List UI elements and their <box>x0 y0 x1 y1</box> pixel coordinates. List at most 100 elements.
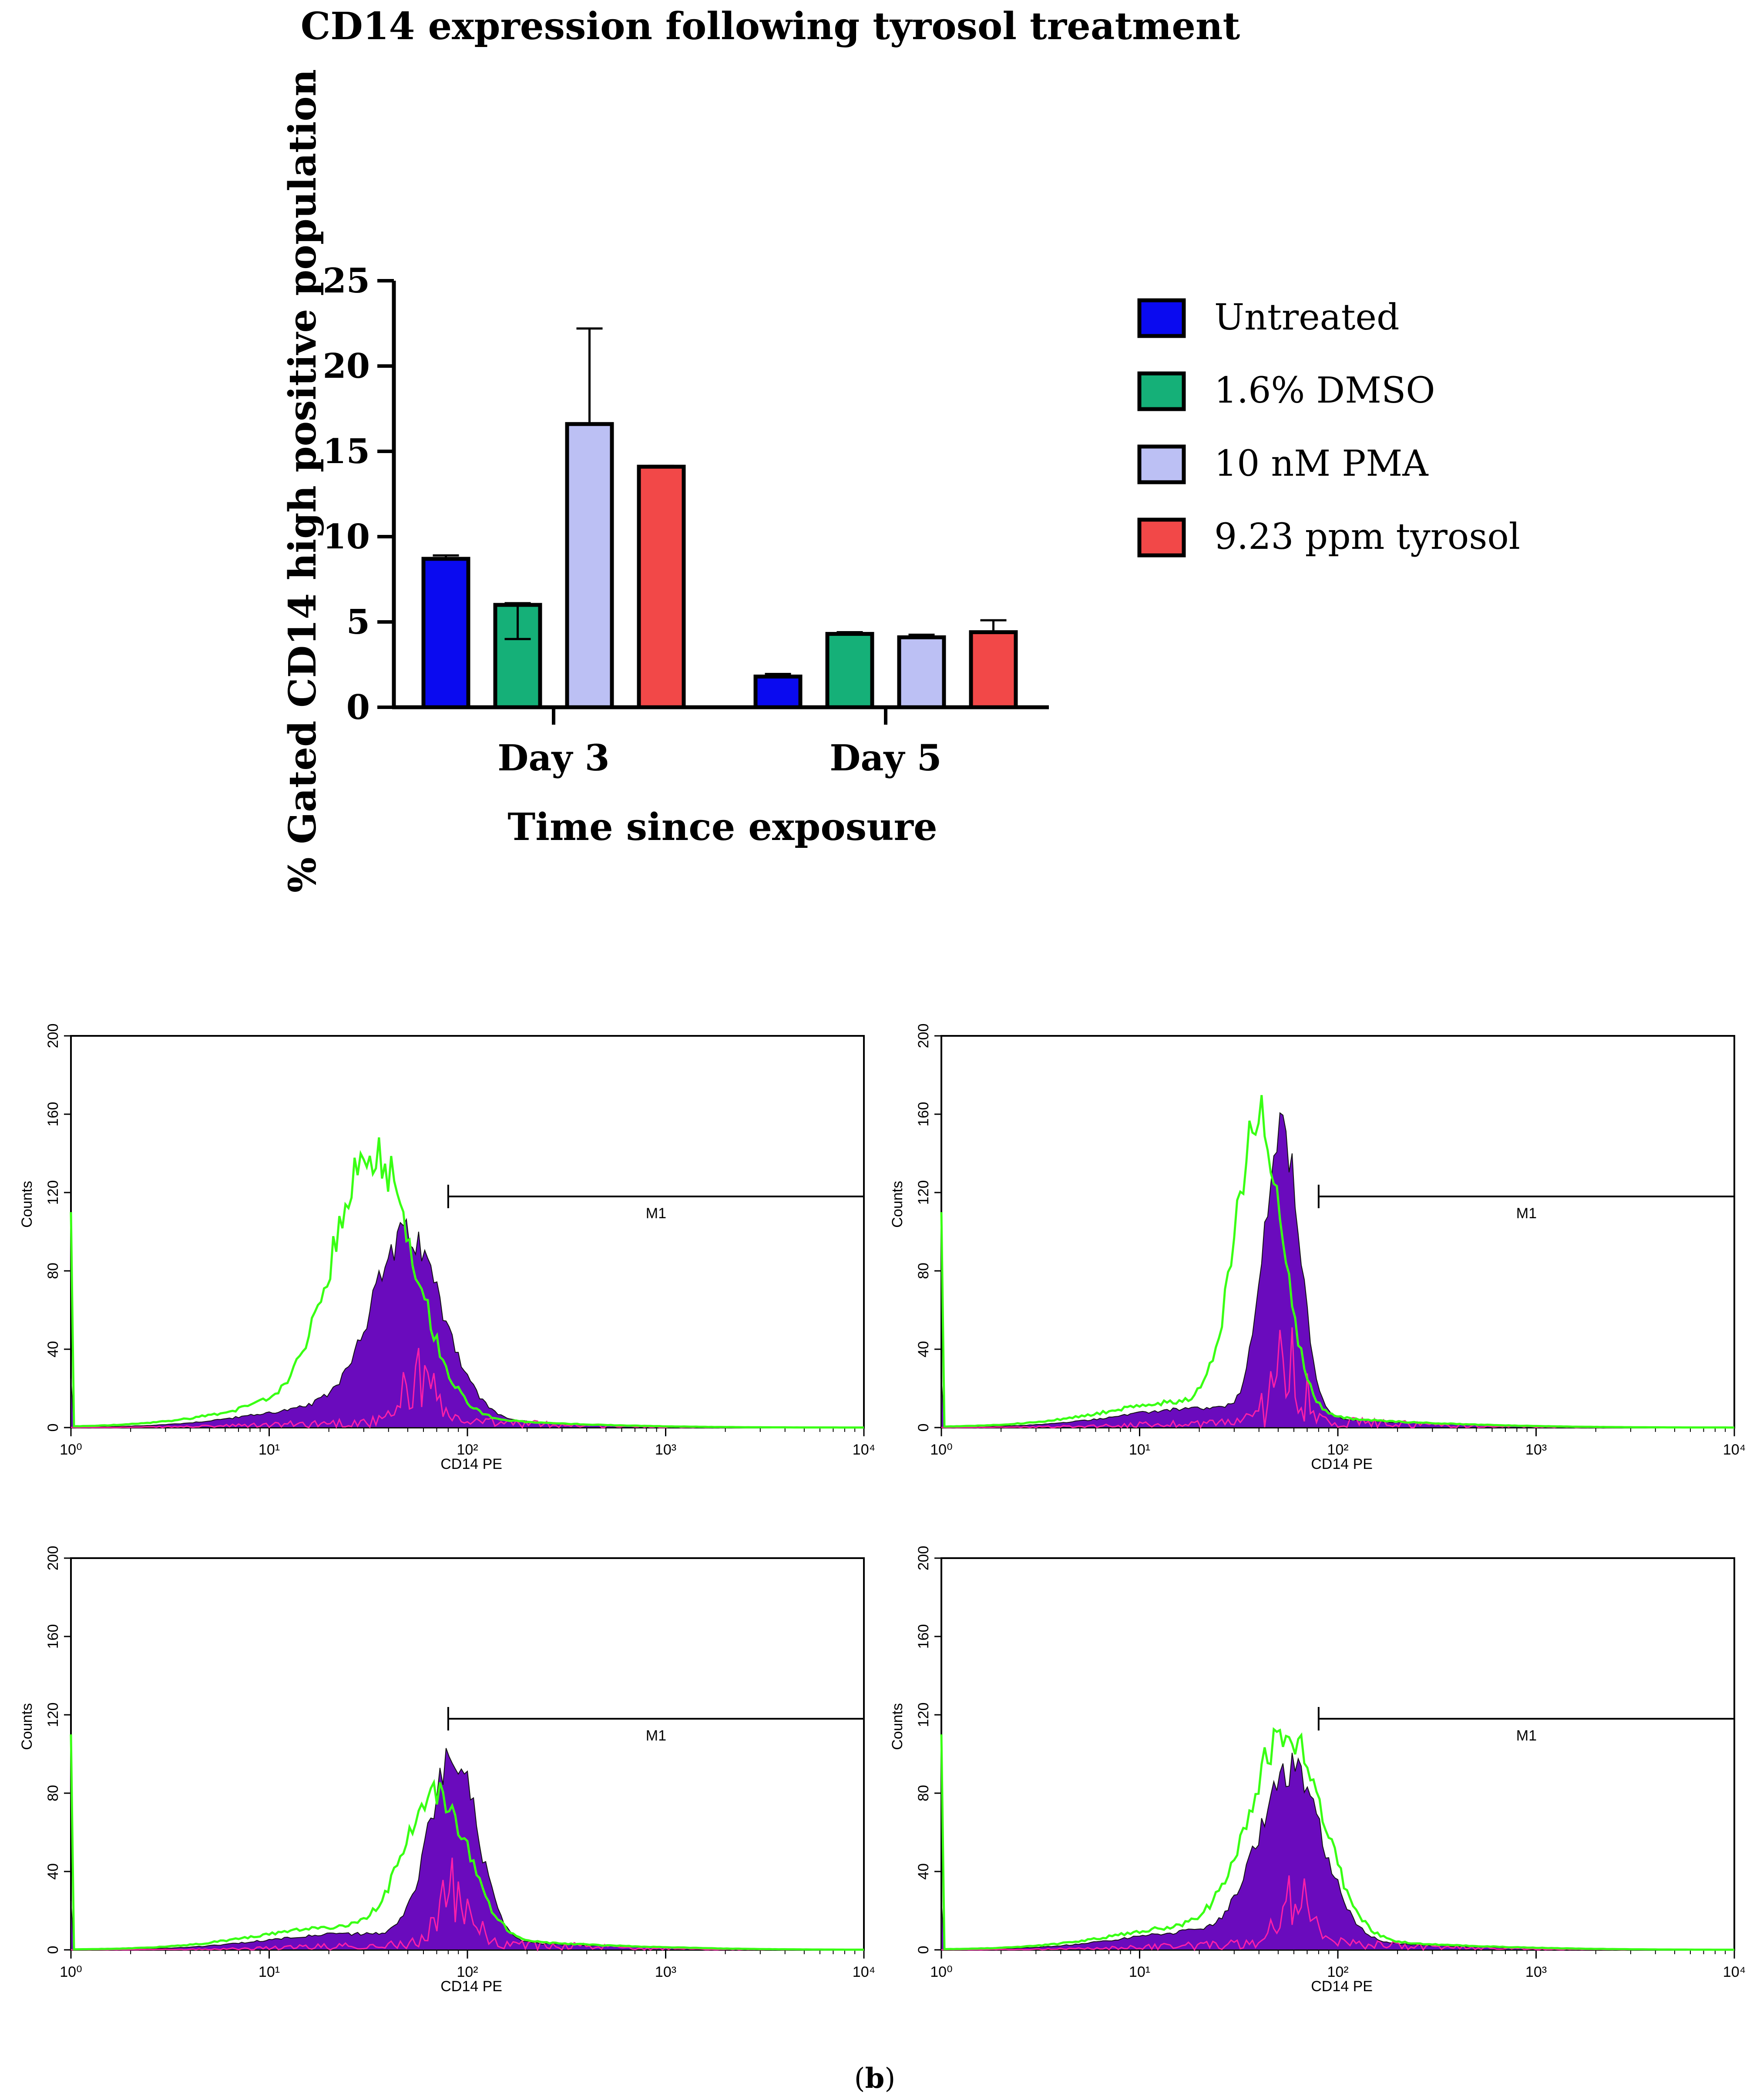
x-tick-label: 10⁴ <box>1723 1441 1746 1458</box>
gate-label: M1 <box>1516 1727 1537 1744</box>
x-axis-title: Time since exposure <box>507 805 937 849</box>
y-tick-label: 40 <box>45 1863 61 1880</box>
legend-label: 9.23 ppm tyrosol <box>1214 516 1520 558</box>
legend-swatch <box>1137 298 1186 338</box>
y-tick-label: 80 <box>45 1263 61 1279</box>
y-tick-label: 80 <box>45 1785 61 1801</box>
legend-label: 1.6% DMSO <box>1214 370 1435 411</box>
x-tick-label: Day 5 <box>830 737 942 779</box>
bar <box>753 674 803 709</box>
y-tick-label: 0 <box>45 1946 61 1954</box>
y-tick-label: 160 <box>915 1102 932 1127</box>
panel-label-area: (b) <box>854 2062 896 2095</box>
gate-label: M1 <box>646 1727 666 1744</box>
x-tick-label: 10³ <box>1525 1964 1547 1980</box>
y-axis-title: Counts <box>889 1703 906 1750</box>
magenta-overlay-histogram <box>941 1327 1734 1429</box>
y-axis-title: Counts <box>19 1181 35 1228</box>
bar-chart: CD14 expression following tyrosol treatm… <box>281 4 1520 892</box>
y-tick-label: 80 <box>915 1785 932 1801</box>
y-tick-label: 120 <box>45 1180 61 1205</box>
x-tick-label: 10⁴ <box>853 1964 875 1980</box>
legend-swatch <box>1137 371 1186 411</box>
y-tick-label: 200 <box>915 1546 932 1571</box>
x-axis-title: CD14 PE <box>440 1456 502 1472</box>
y-tick-label: 120 <box>45 1703 61 1727</box>
histogram-panel: 0 40 80 120 160 200 Counts 10⁰ 10¹ 10² 10³ 10⁴ CD14 … <box>19 1546 875 1995</box>
histogram-panel: 0 40 80 120 160 200 Counts 10⁰ 10¹ 10² 10³ 10⁴ CD14 … <box>19 1024 875 1472</box>
x-tick-label: 10³ <box>655 1441 676 1458</box>
x-tick-label: 10² <box>1327 1441 1348 1458</box>
y-tick-label: 5 <box>346 602 370 642</box>
x-tick-label: 10³ <box>1525 1441 1547 1458</box>
y-tick-label: 200 <box>45 1546 61 1571</box>
legend-label: Untreated <box>1214 297 1399 338</box>
legend-label: 10 nM PMA <box>1214 443 1429 484</box>
x-tick-label: 10² <box>457 1441 478 1458</box>
y-tick-label: 0 <box>45 1424 61 1432</box>
y-tick-label: 10 <box>322 517 370 557</box>
x-axis-title: CD14 PE <box>1311 1456 1373 1472</box>
legend-swatch <box>1137 444 1186 484</box>
bar <box>969 630 1018 709</box>
panel-label: (b) <box>854 2062 896 2095</box>
y-tick-label: 160 <box>45 1102 61 1127</box>
green-control-histogram <box>940 1727 1734 1951</box>
green-control-histogram <box>940 1095 1734 1429</box>
filled-histogram <box>71 1218 864 1428</box>
bar <box>897 635 946 709</box>
bar <box>825 632 874 709</box>
y-tick-label: 0 <box>915 1424 932 1432</box>
histogram-panel: 0 40 80 120 160 200 Counts 10⁰ 10¹ 10² 10³ 10⁴ CD14 … <box>889 1024 1746 1472</box>
y-tick-label: 200 <box>915 1024 932 1048</box>
x-tick-label: 10² <box>1327 1964 1348 1980</box>
bar <box>637 464 686 709</box>
x-tick-label: Day 3 <box>497 737 610 779</box>
y-axis-title: % Gated CD14 high positive population <box>281 69 325 892</box>
y-tick-label: 20 <box>322 346 370 386</box>
x-tick-label: 10⁴ <box>1723 1964 1746 1980</box>
y-tick-label: 160 <box>45 1624 61 1649</box>
x-tick-label: 10¹ <box>259 1964 280 1980</box>
y-tick-label: 200 <box>45 1024 61 1048</box>
x-tick-label: 10⁰ <box>930 1964 952 1980</box>
green-control-histogram <box>70 1137 864 1429</box>
filled-histogram <box>941 1112 1735 1428</box>
histogram-panel: 0 40 80 120 160 200 Counts 10⁰ 10¹ 10² 10³ 10⁴ CD14 … <box>889 1546 1746 1995</box>
x-tick-label: 10⁰ <box>930 1441 952 1458</box>
y-tick-label: 40 <box>915 1863 932 1880</box>
legend-swatch <box>1137 517 1186 558</box>
y-axis-title: Counts <box>889 1181 906 1228</box>
bar <box>421 557 470 709</box>
histogram-grid: 0 40 80 120 160 200 Counts 10⁰ 10¹ 10² 10³ 10⁴ CD14 … <box>19 1024 1746 1995</box>
x-tick-label: 10² <box>457 1964 478 1980</box>
x-tick-label: 10¹ <box>1129 1441 1150 1458</box>
x-axis-title: CD14 PE <box>1311 1978 1373 1995</box>
bar <box>565 422 614 709</box>
x-tick-label: 10⁴ <box>853 1441 875 1458</box>
chart-title: CD14 expression following tyrosol treatm… <box>301 4 1240 48</box>
y-tick-label: 0 <box>915 1946 932 1954</box>
x-tick-label: 10³ <box>655 1964 676 1980</box>
filled-histogram <box>71 1748 864 1950</box>
x-tick-label: 10¹ <box>259 1441 280 1458</box>
y-tick-label: 120 <box>915 1703 932 1727</box>
green-control-histogram <box>70 1734 864 1951</box>
filled-histogram <box>941 1753 1735 1950</box>
y-tick-label: 25 <box>322 261 370 301</box>
gate-label: M1 <box>646 1205 666 1222</box>
y-tick-label: 0 <box>346 688 370 727</box>
y-tick-label: 160 <box>915 1624 932 1649</box>
y-axis-title: Counts <box>19 1703 35 1750</box>
y-tick-label: 15 <box>322 432 370 471</box>
y-tick-label: 80 <box>915 1263 932 1279</box>
x-tick-label: 10¹ <box>1129 1964 1150 1980</box>
y-tick-label: 40 <box>915 1341 932 1357</box>
y-tick-label: 120 <box>915 1180 932 1205</box>
panel-label-letter: b <box>865 2062 885 2095</box>
x-axis-title: CD14 PE <box>440 1978 502 1995</box>
plot-frame <box>70 1035 865 1428</box>
y-tick-label: 40 <box>45 1341 61 1357</box>
x-tick-label: 10⁰ <box>60 1441 82 1458</box>
